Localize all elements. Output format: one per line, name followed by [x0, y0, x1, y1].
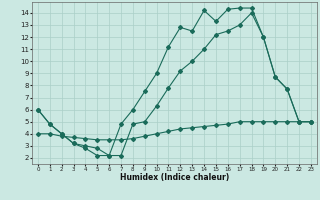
X-axis label: Humidex (Indice chaleur): Humidex (Indice chaleur) [120, 173, 229, 182]
